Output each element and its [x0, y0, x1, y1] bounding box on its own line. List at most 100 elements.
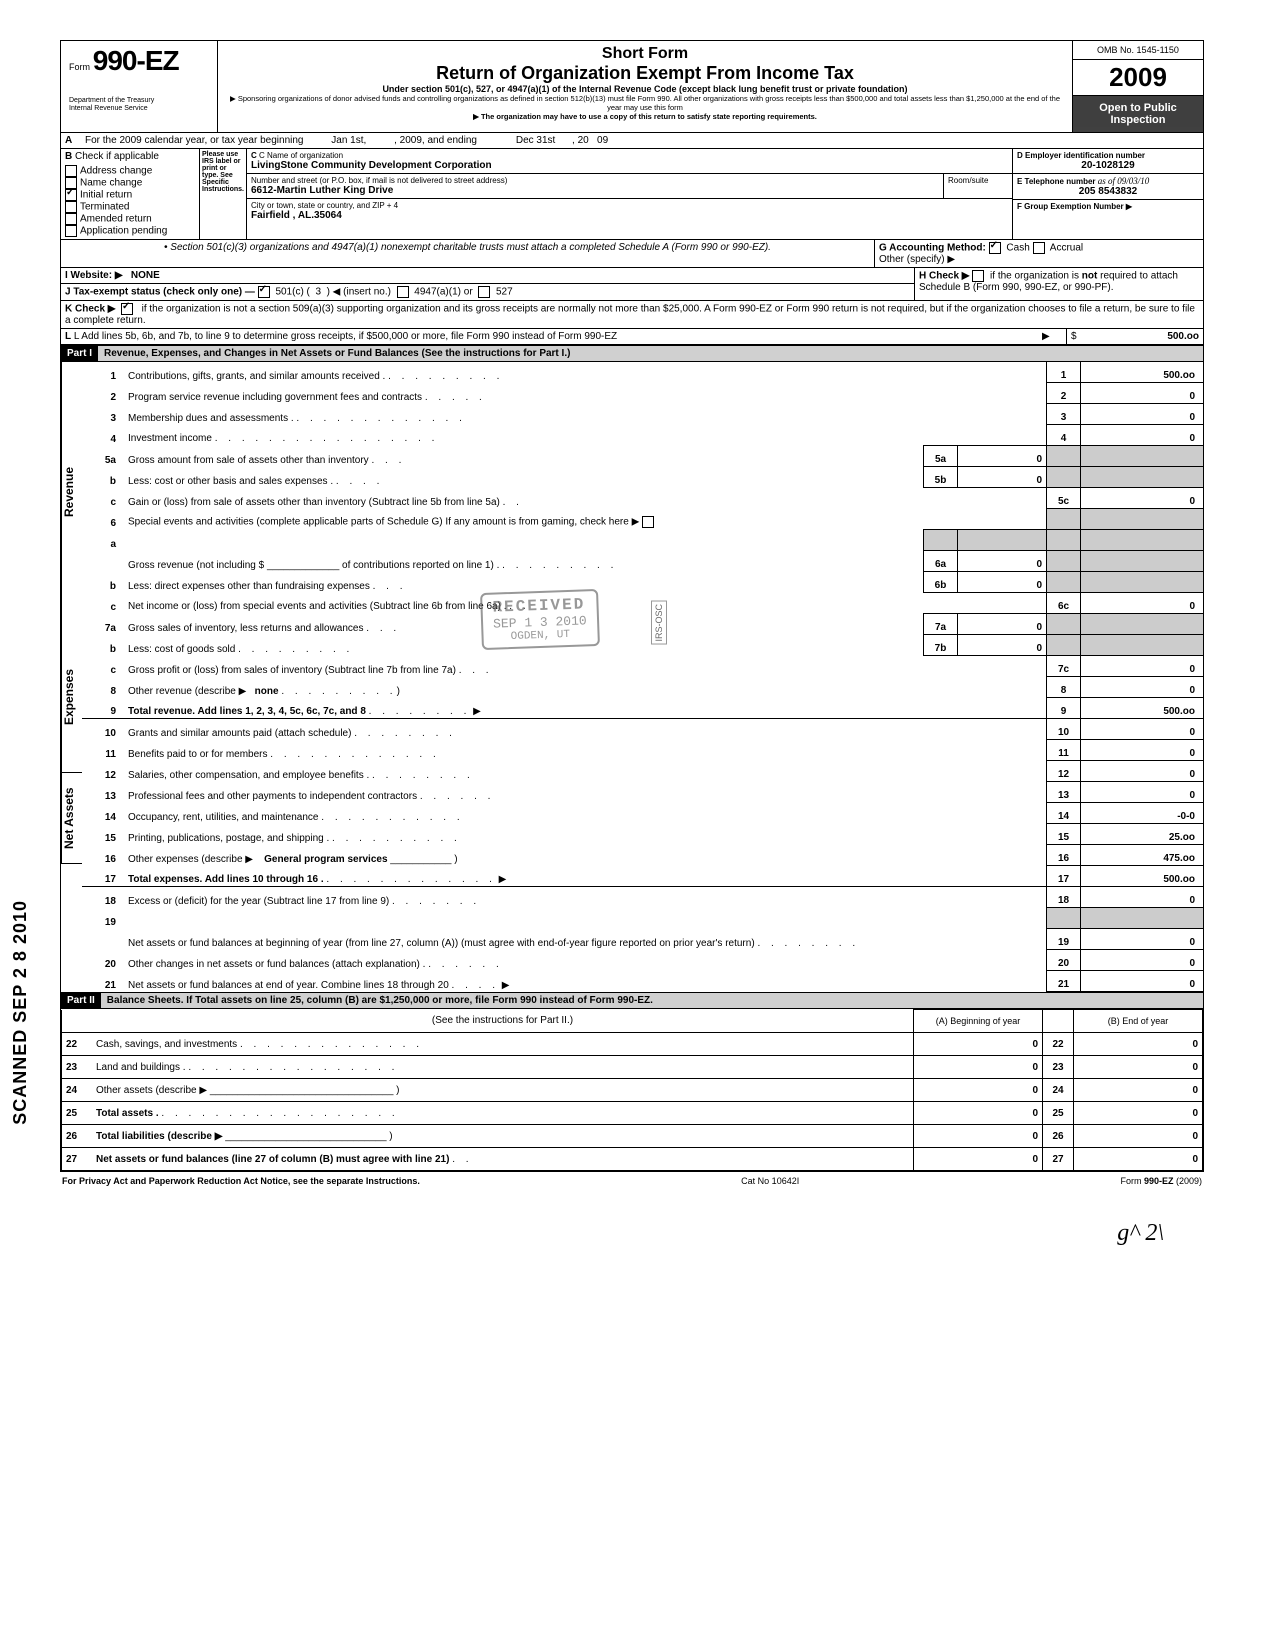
line-7a-value: 0 — [958, 614, 1047, 635]
footer-privacy: For Privacy Act and Paperwork Reduction … — [62, 1176, 420, 1186]
line-24-a: 0 — [914, 1079, 1043, 1102]
tax-year-end: Dec 31st — [516, 135, 555, 146]
checkbox-name-change[interactable]: Name change — [65, 177, 195, 189]
checkbox-accrual[interactable] — [1033, 242, 1045, 254]
section-a-row: A For the 2009 calendar year, or tax yea… — [61, 133, 1203, 149]
line-16-desc: General program services — [264, 854, 387, 865]
501c-insert: 3 — [315, 287, 321, 298]
line-26-a: 0 — [914, 1125, 1043, 1148]
section-d-label: D Employer identification number — [1017, 151, 1145, 160]
checkbox-gaming[interactable] — [642, 516, 654, 528]
room-suite-label: Room/suite — [944, 174, 1012, 198]
checkbox-initial-return[interactable]: Initial return — [65, 189, 195, 201]
dept-treasury: Department of the Treasury — [69, 97, 209, 105]
checkbox-section-k[interactable] — [121, 303, 133, 315]
col-b-header: (B) End of year — [1074, 1010, 1203, 1033]
section-k-text: if the organization is not a section 509… — [65, 304, 1195, 326]
line-25-a: 0 — [914, 1102, 1043, 1125]
section-j-label: J Tax-exempt status (check only one) — — [65, 287, 255, 298]
ein: 20-1028129 — [1017, 160, 1199, 171]
telephone: 205 8543832 — [1017, 186, 1199, 197]
footer-formref: Form 990-EZ (2009) — [1120, 1176, 1202, 1186]
section-a-text: For the 2009 calendar year, or tax year … — [85, 135, 303, 146]
part-2-instr: (See the instructions for Part II.) — [92, 1010, 914, 1033]
line-14-value: -0-0 — [1081, 803, 1204, 824]
line-25-b: 0 — [1074, 1102, 1203, 1125]
section-b-label: Check if applicable — [75, 151, 159, 162]
section-g-other: Other (specify) ▶ — [879, 254, 1199, 265]
subtitle: Under section 501(c), 527, or 4947(a)(1)… — [222, 84, 1068, 94]
line-23-b: 0 — [1074, 1056, 1203, 1079]
part-2-header: Part II Balance Sheets. If Total assets … — [61, 992, 1203, 1009]
line-20-value: 0 — [1081, 950, 1204, 971]
section-l-arrow: ▶ — [1038, 329, 1066, 344]
handwritten-mark: g^ 2\ — [60, 1220, 1164, 1247]
dept-irs: Internal Revenue Service — [69, 105, 209, 113]
checkbox-terminated[interactable]: Terminated — [65, 201, 195, 213]
checkbox-schedule-b[interactable] — [972, 270, 984, 282]
line-6a-value: 0 — [958, 551, 1047, 572]
form-prefix: Form — [69, 62, 90, 72]
header-note-2: ▶ The organization may have to use a cop… — [222, 112, 1068, 121]
line-22-b: 0 — [1074, 1033, 1203, 1056]
tax-year-end-yr: 09 — [597, 135, 608, 146]
checkbox-address-change[interactable]: Address change — [65, 165, 195, 177]
line-5b-value: 0 — [958, 467, 1047, 488]
checkbox-501c[interactable] — [258, 286, 270, 298]
revenue-label: Revenue — [61, 362, 82, 622]
section-l-dollar: $ — [1066, 329, 1095, 344]
line-17-value: 500.oo — [1081, 866, 1204, 887]
line-6b-value: 0 — [958, 572, 1047, 593]
org-name: LivingStone Community Development Corpor… — [251, 160, 1008, 171]
line-3-value: 0 — [1081, 404, 1204, 425]
line-7c-value: 0 — [1081, 656, 1204, 677]
section-c-name-label: C Name of organization — [259, 151, 343, 160]
checkbox-amended-return[interactable]: Amended return — [65, 213, 195, 225]
line-13-value: 0 — [1081, 782, 1204, 803]
org-street: 6612-Martin Luther King Drive — [251, 185, 939, 196]
line-24-b: 0 — [1074, 1079, 1203, 1102]
checkbox-4947[interactable] — [397, 286, 409, 298]
attach-note: • Section 501(c)(3) organizations and 49… — [61, 240, 875, 267]
section-a-end2: , 20 — [572, 135, 589, 146]
line-18-value: 0 — [1081, 887, 1204, 908]
line-21-value: 0 — [1081, 971, 1204, 992]
line-1-value: 500.oo — [1081, 362, 1204, 383]
section-e-label: E Telephone number — [1017, 177, 1096, 186]
net-assets-label: Net Assets — [61, 773, 82, 864]
please-label: Please use IRS label or print or type. S… — [200, 149, 247, 239]
form-number: 990-EZ — [93, 45, 179, 76]
line-16-value: 475.oo — [1081, 845, 1204, 866]
street-label: Number and street (or P.O. box, if mail … — [251, 176, 939, 185]
line-22-a: 0 — [914, 1033, 1043, 1056]
open-to-public: Open to Public Inspection — [1073, 96, 1203, 132]
section-a-mid: , 2009, and ending — [394, 135, 477, 146]
checkbox-cash[interactable] — [989, 242, 1001, 254]
line-23-a: 0 — [914, 1056, 1043, 1079]
section-h-label: H Check ▶ — [919, 271, 969, 282]
checkbox-527[interactable] — [478, 286, 490, 298]
part-1-header: Part I Revenue, Expenses, and Changes in… — [61, 345, 1203, 362]
short-form-label: Short Form — [222, 45, 1068, 63]
tax-year-begin: Jan 1st, — [331, 135, 366, 146]
form-header: Form 990-EZ Department of the Treasury I… — [61, 41, 1203, 133]
section-l-text: L Add lines 5b, 6b, and 7b, to line 9 to… — [74, 331, 617, 342]
line-9-value: 500.oo — [1081, 698, 1204, 719]
phone-asof: as of 09/03/10 — [1098, 176, 1150, 186]
footer-catno: Cat No 10642I — [741, 1176, 799, 1186]
omb-number: OMB No. 1545-1150 — [1073, 41, 1203, 60]
main-title: Return of Organization Exempt From Incom… — [222, 63, 1068, 84]
part-1-table: 1Contributions, gifts, grants, and simil… — [82, 362, 1203, 992]
line-11-value: 0 — [1081, 740, 1204, 761]
received-stamp: RECEIVED SEP 1 3 2010 OGDEN, UT — [480, 589, 600, 650]
line-26-b: 0 — [1074, 1125, 1203, 1148]
form-footer: For Privacy Act and Paperwork Reduction … — [60, 1172, 1204, 1190]
checkbox-application-pending[interactable]: Application pending — [65, 225, 195, 237]
section-i-label: I Website: ▶ — [65, 270, 123, 281]
line-19-value: 0 — [1081, 929, 1204, 950]
section-k-label: K Check ▶ — [65, 304, 115, 315]
line-15-value: 25.oo — [1081, 824, 1204, 845]
scanned-stamp: SCANNED SEP 2 8 2010 — [10, 900, 31, 1125]
gross-receipts: 500.oo — [1167, 331, 1199, 342]
line-27-b: 0 — [1074, 1148, 1203, 1171]
